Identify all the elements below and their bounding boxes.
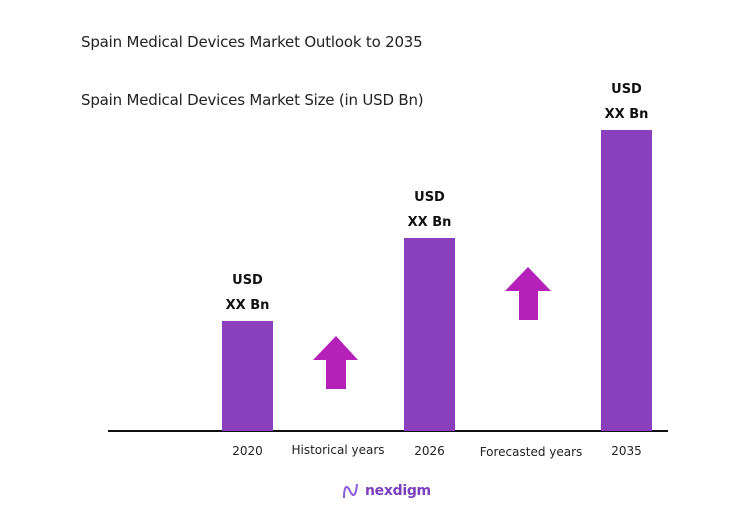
data-label-2020: XX Bn	[226, 298, 270, 313]
data-label-2026: USD	[414, 190, 445, 205]
bar-2020	[222, 321, 273, 431]
data-label-2035: USD	[611, 82, 642, 97]
period-label-historical: Historical years	[291, 443, 384, 457]
data-label-2020: USD	[232, 273, 263, 288]
logo-text: nexdigm	[365, 483, 431, 499]
data-label-2035: XX Bn	[605, 107, 649, 122]
nexdigm-logo: nexdigm	[341, 481, 431, 501]
bar-2026	[404, 238, 455, 431]
growth-arrow-historical-icon	[313, 336, 358, 389]
x-tick-label-2020: 2020	[232, 444, 263, 458]
chart-title: Spain Medical Devices Market Outlook to …	[81, 33, 423, 51]
data-label-2026: XX Bn	[408, 215, 452, 230]
x-tick-label-2035: 2035	[611, 444, 642, 458]
bar-2035	[601, 130, 652, 431]
chart-subtitle: Spain Medical Devices Market Size (in US…	[81, 91, 424, 109]
period-label-forecast: Forecasted years	[480, 445, 583, 459]
x-tick-label-2026: 2026	[414, 444, 445, 458]
growth-arrow-forecast-icon	[505, 267, 551, 320]
nexdigm-logo-icon	[343, 483, 358, 499]
